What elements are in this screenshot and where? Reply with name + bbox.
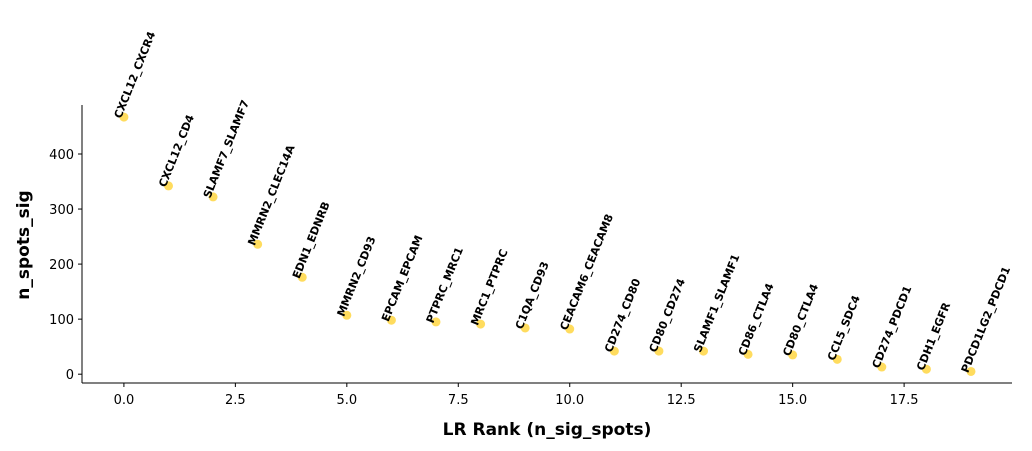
- point-label: MMRN2_CLEC14A: [245, 143, 297, 248]
- point-label: CD86_CTLA4: [736, 281, 777, 357]
- point: [609, 346, 619, 356]
- point: [788, 350, 798, 360]
- point-label: PTPRC_MRC1: [424, 245, 466, 325]
- point-label: CD80_CTLA4: [780, 282, 821, 358]
- point: [654, 346, 664, 356]
- point: [698, 346, 708, 356]
- point: [342, 310, 352, 320]
- point-label: CDH1_EGFR: [914, 300, 953, 372]
- point-label: CD274_PDCD1: [870, 284, 915, 370]
- y-axis-label: n_spots_sig: [14, 190, 34, 299]
- point: [476, 319, 486, 329]
- x-tick-label: 5.0: [336, 393, 357, 408]
- point: [832, 354, 842, 364]
- point-label: CXCL12_CXCR4: [112, 29, 159, 120]
- x-tick-label: 7.5: [448, 393, 469, 408]
- x-tick-label: 2.5: [225, 393, 246, 408]
- point: [386, 315, 396, 325]
- point: [431, 317, 441, 327]
- y-tick-label: 200: [49, 258, 74, 273]
- point-label: C1QA_CD93: [513, 260, 552, 331]
- point-label: CD274_CD80: [602, 277, 643, 355]
- point-label: SLAMF1_SLAMF1: [691, 252, 742, 354]
- x-tick-label: 10.0: [555, 393, 584, 408]
- point: [877, 362, 887, 372]
- point-label: EDN1_EDNRB: [290, 200, 333, 281]
- x-tick-label: 12.5: [667, 393, 696, 408]
- point-label: EPCAM_EPCAM: [379, 233, 425, 323]
- point-label: MRC1_PTPRC: [468, 247, 510, 327]
- point: [520, 323, 530, 333]
- x-tick-label: 15.0: [778, 393, 807, 408]
- point: [119, 112, 129, 122]
- point-label: PDCD1LG2_PDCD1: [959, 265, 1013, 375]
- point: [297, 272, 307, 282]
- point: [565, 324, 575, 334]
- point-label: CCL5_SDC4: [825, 293, 863, 362]
- point: [921, 364, 931, 374]
- point: [743, 349, 753, 359]
- x-axis-label: LR Rank (n_sig_spots): [443, 420, 652, 440]
- point-label: MMRN2_CD93: [335, 235, 379, 319]
- point-label: CD80_CD274: [647, 277, 688, 355]
- y-tick-label: 100: [49, 313, 74, 328]
- point-label: CEACAM6_CEACAM8: [557, 212, 616, 332]
- y-tick-label: 300: [49, 203, 74, 218]
- x-tick-label: 17.5: [890, 393, 919, 408]
- point-label: SLAMF7_SLAMF7: [201, 98, 252, 200]
- point: [208, 192, 218, 202]
- point-label: CXCL12_CD4: [156, 113, 197, 189]
- x-tick-label: 0.0: [114, 393, 135, 408]
- point: [966, 366, 976, 376]
- point: [253, 239, 263, 249]
- point: [163, 181, 173, 191]
- y-tick-label: 400: [49, 148, 74, 163]
- y-tick-label: 0: [66, 368, 74, 383]
